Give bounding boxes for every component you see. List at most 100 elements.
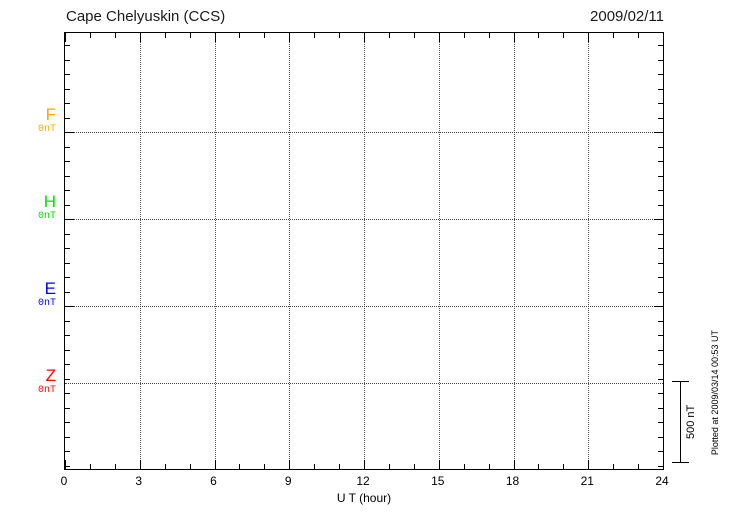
y-axis-tick-right [658, 190, 663, 191]
x-axis-tick-top [139, 33, 141, 42]
x-axis-tick-top [388, 33, 390, 38]
y-axis-tick [65, 234, 70, 235]
scale-bar-bottom-cap [672, 462, 689, 463]
x-axis-tick [563, 464, 565, 469]
x-axis-tick [438, 460, 440, 469]
x-axis-tick [164, 464, 166, 469]
x-axis-tick-top [364, 33, 365, 42]
x-axis-tick-label: 24 [655, 474, 669, 488]
y-axis-tick-right [658, 393, 663, 394]
magnetogram-plot-frame [64, 32, 664, 470]
y-axis-tick-right [658, 451, 663, 452]
x-axis-tick-label: 18 [505, 474, 520, 488]
zero-gridline-e [65, 306, 663, 307]
y-axis-tick-right [654, 132, 663, 133]
x-axis-tick-top [513, 33, 515, 42]
component-label-e: E 0nT [0, 279, 56, 310]
component-baseline-h: 0nT [37, 211, 56, 222]
vertical-gridline [364, 33, 365, 469]
x-axis-tick [613, 464, 615, 469]
component-baseline-f: 0nT [37, 124, 56, 135]
x-axis-tick [339, 464, 341, 469]
y-axis-tick [65, 219, 74, 220]
x-axis-tick-top [264, 33, 266, 38]
x-axis-tick-top [289, 33, 291, 42]
y-axis-tick [65, 45, 70, 46]
x-axis-tick-label: 9 [284, 474, 292, 488]
x-axis-tick [463, 464, 465, 469]
x-axis-tick [314, 464, 316, 469]
zero-gridline-z [65, 383, 663, 384]
x-axis-tick-label: 6 [210, 474, 217, 488]
y-axis-tick [65, 306, 74, 307]
x-axis-tick-top [89, 33, 91, 38]
y-axis-tick [65, 466, 70, 467]
y-axis-tick [65, 437, 70, 438]
y-axis-tick-right [658, 466, 663, 467]
y-axis-tick-right [658, 147, 663, 148]
y-axis-tick-right [658, 263, 663, 264]
x-axis-tick-label: 15 [431, 474, 445, 488]
y-axis-tick [65, 263, 70, 264]
y-axis-tick-right [658, 89, 663, 90]
vertical-gridline [289, 33, 291, 469]
y-axis-tick [65, 118, 70, 119]
y-axis-tick [65, 176, 70, 177]
x-axis-tick-top [588, 33, 590, 42]
y-axis-tick [65, 60, 70, 61]
x-axis-tick-top [538, 33, 540, 38]
x-axis-tick-label: 12 [356, 474, 370, 488]
y-axis-tick-right [658, 335, 663, 336]
component-baseline-e: 0nT [37, 298, 56, 309]
x-axis-tick-top [164, 33, 166, 38]
vertical-gridline [214, 33, 216, 469]
component-letter-e: E [44, 279, 56, 298]
y-axis-tick [65, 350, 70, 351]
plot-area [65, 33, 663, 469]
y-axis-tick [65, 103, 70, 104]
x-axis-tick [638, 464, 640, 469]
y-axis-tick [65, 190, 70, 191]
y-axis-tick [65, 161, 70, 162]
x-axis-tick [538, 464, 540, 469]
x-axis-tick [214, 460, 216, 469]
x-axis-tick [388, 464, 390, 469]
y-axis-tick [65, 335, 70, 336]
x-axis-tick-top [214, 33, 216, 42]
y-axis-tick-right [658, 103, 663, 104]
y-axis-tick-right [658, 364, 663, 365]
x-axis-tick [139, 460, 141, 469]
y-axis-tick-right [654, 219, 663, 220]
x-axis-tick-top [563, 33, 565, 38]
y-axis-tick [65, 205, 70, 206]
component-letter-z: Z [45, 366, 56, 385]
x-axis-tick [264, 464, 266, 469]
y-axis-tick-right [654, 306, 663, 307]
x-axis-tick-top [438, 33, 440, 42]
scale-bar-stem [680, 381, 681, 463]
y-axis-tick-right [658, 60, 663, 61]
x-axis-tick-top [339, 33, 341, 38]
y-axis-tick [65, 393, 70, 394]
x-axis-tick-top [638, 33, 640, 38]
y-axis-tick-right [658, 74, 663, 75]
y-axis-tick-right [658, 118, 663, 119]
vertical-gridline [513, 33, 515, 469]
zero-gridline-f [65, 132, 663, 133]
vertical-gridline [139, 33, 141, 469]
x-axis-tick-top [239, 33, 241, 38]
y-axis-tick [65, 292, 70, 293]
chart-date: 2009/02/11 [590, 8, 664, 25]
x-axis-tick [513, 460, 515, 469]
x-axis-tick [89, 464, 91, 469]
y-axis-tick [65, 422, 70, 423]
y-axis-tick [65, 379, 70, 380]
x-axis-tick-top [314, 33, 316, 38]
x-axis-tick-top [189, 33, 191, 38]
component-letter-f: F [45, 105, 56, 124]
y-axis-tick-right [658, 176, 663, 177]
x-axis-tick [239, 464, 241, 469]
y-axis-tick-right [658, 350, 663, 351]
x-axis-tick-top [65, 33, 66, 42]
y-axis-tick-right [658, 321, 663, 322]
